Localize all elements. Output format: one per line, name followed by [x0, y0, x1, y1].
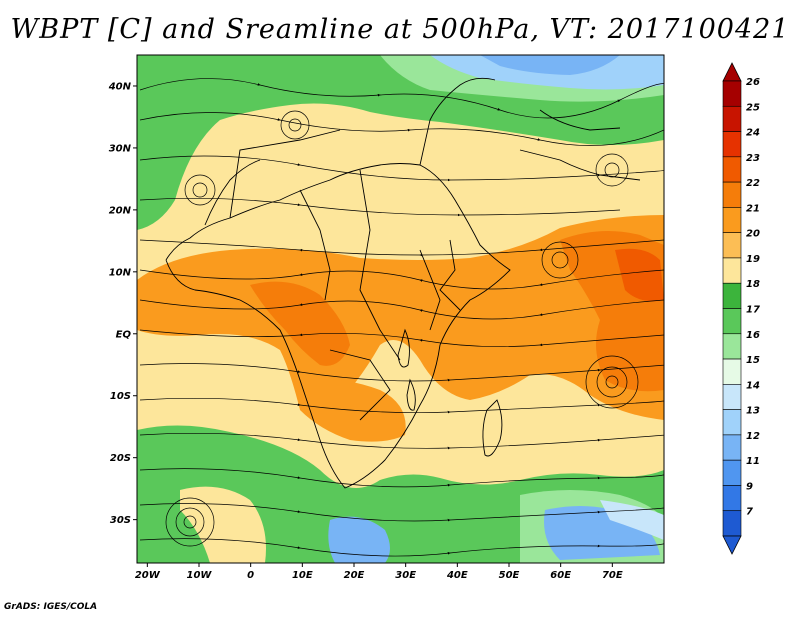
- colorbar-label: 13: [746, 406, 760, 417]
- colorbar-swatch: [722, 207, 742, 233]
- lon-tick-label: 0: [247, 570, 254, 581]
- longitude-axis: 20W 10W 0 10E 20E 30E 40E 50E 60E 70E: [135, 563, 623, 581]
- colorbar-swatch: [722, 257, 742, 284]
- lon-tick-label: 20W: [135, 570, 161, 581]
- colorbar-swatch: [722, 333, 742, 360]
- map-title: WBPT [C] and Sreamline at 500hPa, VT: 20…: [10, 14, 790, 45]
- colorbar-swatch: [722, 510, 742, 537]
- colorbar-label: 11: [746, 456, 760, 467]
- colorbar-swatch: [722, 459, 742, 486]
- colorbar: 26 25 24 23 22 21 20 19 18 17 16 15 14 13 12 11 9 7: [722, 62, 760, 555]
- colorbar-label: 24: [746, 128, 760, 139]
- colorbar-bottom-arrow: [722, 535, 742, 555]
- colorbar-swatch: [722, 232, 742, 259]
- colorbar-top-arrow: [722, 62, 742, 82]
- lat-tick-label: 30N: [109, 143, 132, 154]
- colorbar-swatch: [722, 156, 742, 183]
- colorbar-label: 9: [746, 481, 753, 492]
- colorbar-label: 25: [746, 102, 760, 113]
- lat-tick-label: 10S: [110, 391, 131, 402]
- lon-tick-label: 40E: [446, 570, 468, 581]
- lat-tick-label: 10N: [109, 267, 132, 278]
- wbpt-region-orange-east-spot: [615, 248, 664, 302]
- colorbar-swatch: [722, 80, 742, 107]
- colorbar-label: 12: [746, 431, 760, 442]
- lat-tick-label: 40N: [108, 81, 132, 92]
- colorbar-label: 23: [746, 153, 760, 164]
- colorbar-swatch: [722, 485, 742, 512]
- latitude-axis: 40N 30N 20N 10N EQ 10S 20S 30S: [108, 81, 137, 526]
- colorbar-label: 14: [746, 380, 760, 391]
- lat-tick-label: 20N: [109, 205, 132, 216]
- colorbar-label: 22: [746, 178, 760, 189]
- lat-tick-label: 20S: [110, 453, 131, 464]
- colorbar-swatch: [722, 308, 742, 335]
- plot-area: [137, 55, 664, 563]
- colorbar-swatch: [722, 131, 742, 158]
- colorbar-swatch: [722, 105, 742, 132]
- streamlines: [139, 78, 664, 557]
- colorbar-label: 26: [746, 77, 760, 88]
- wbpt-region-south-light-east: [600, 500, 664, 540]
- lon-tick-label: 70E: [602, 570, 623, 581]
- colorbar-label: 18: [746, 279, 760, 290]
- colorbar-swatch: [722, 409, 742, 436]
- colorbar-label: 19: [746, 254, 760, 265]
- lat-tick-label: 30S: [110, 515, 131, 526]
- lon-tick-label: 20E: [344, 570, 365, 581]
- lon-tick-label: 50E: [499, 570, 520, 581]
- wbpt-region-orange-tropics: [137, 215, 664, 420]
- lon-tick-label: 60E: [550, 570, 571, 581]
- lon-tick-label: 10W: [187, 570, 213, 581]
- lon-tick-label: 10E: [292, 570, 313, 581]
- credit-text: GrADS: IGES/COLA: [4, 602, 98, 612]
- colorbar-label: 20: [746, 229, 760, 240]
- colorbar-label: 7: [746, 507, 753, 518]
- colorbar-label: 15: [746, 355, 760, 366]
- colorbar-label: 21: [746, 203, 760, 214]
- wbpt-region-north-blue-core: [480, 55, 620, 75]
- colorbar-swatch: [722, 434, 742, 461]
- colorbar-label: 16: [746, 330, 760, 341]
- colorbar-swatch: [722, 282, 742, 309]
- colorbar-label: 17: [746, 305, 760, 316]
- colorbar-swatch: [722, 358, 742, 385]
- lat-tick-label: EQ: [116, 329, 132, 340]
- lon-tick-label: 30E: [395, 570, 416, 581]
- colorbar-swatch: [722, 384, 742, 410]
- colorbar-swatch: [722, 181, 742, 208]
- plot-frame: [136, 54, 665, 564]
